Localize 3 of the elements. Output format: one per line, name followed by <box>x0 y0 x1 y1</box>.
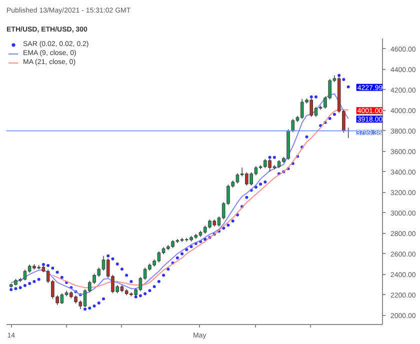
line-series <box>52 108 349 288</box>
line-series <box>10 93 349 296</box>
candlestick <box>291 118 295 133</box>
